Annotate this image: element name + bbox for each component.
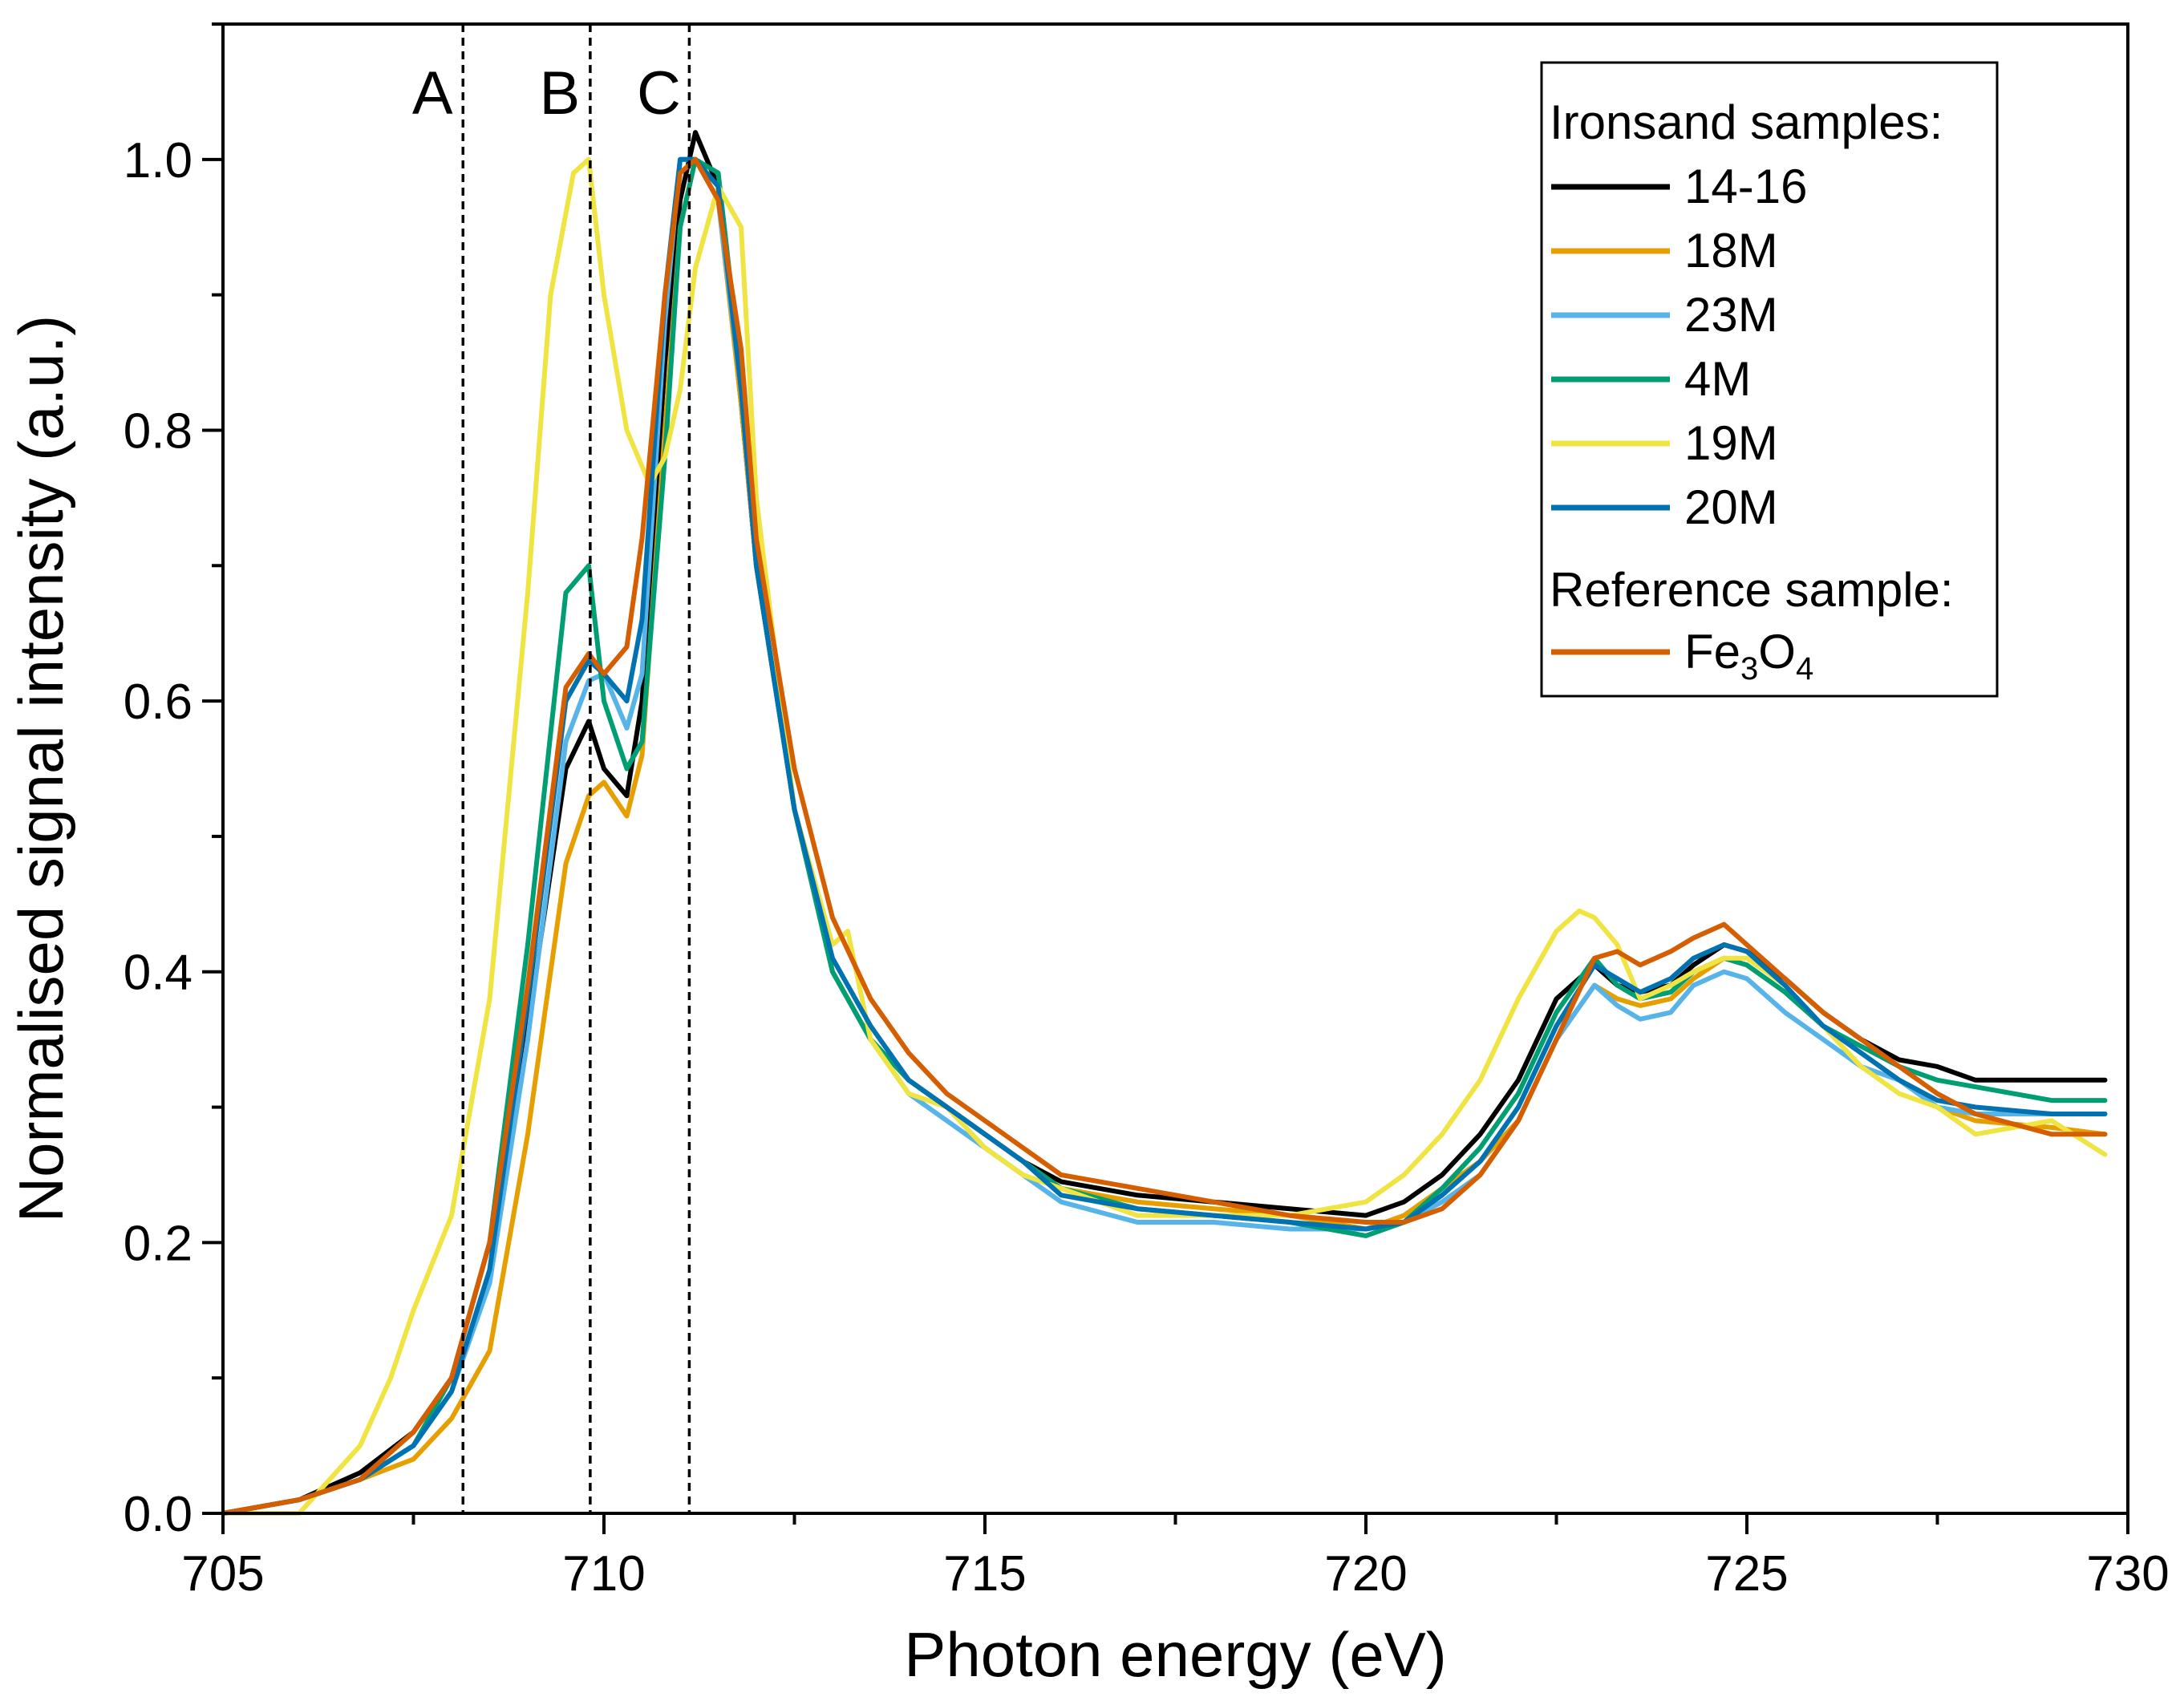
series-line-20m [221,156,2108,1516]
legend-heading-samples: Ironsand samples: [1550,95,1943,149]
x-tick-label: 730 [2086,1546,2169,1602]
x-tick-label: 715 [943,1546,1026,1602]
x-tick-label: 705 [181,1546,264,1602]
legend-label: 14-16 [1684,160,1807,213]
marker-label-a: A [412,59,453,128]
x-tick-label: 725 [1705,1546,1788,1602]
legend-label: 18M [1684,224,1778,277]
legend: Ironsand samples: Reference sample: 14-1… [1540,61,1999,698]
x-tick-label: 720 [1324,1546,1407,1602]
y-tick-label: 0.4 [124,946,192,1001]
legend-label: 4M [1684,352,1751,406]
marker-label-b: B [540,59,581,128]
x-axis-ticks: 705 710 715 720 725 730 [181,1513,2170,1602]
y-tick-label: 0.8 [124,403,192,459]
y-tick-label: 1.0 [124,133,192,188]
y-axis-title: Normalised signal intensity (a.u.) [6,315,76,1222]
y-tick-label: 0.2 [124,1216,192,1271]
marker-label-c: C [637,59,681,128]
legend-heading-reference: Reference sample: [1550,563,1954,617]
x-tick-label: 710 [562,1546,645,1602]
y-axis-ticks: 0.0 0.2 0.4 0.6 0.8 1.0 [124,22,223,1542]
y-tick-label: 0.0 [124,1487,192,1542]
series-line-19m [221,156,2108,1516]
legend-label: 23M [1684,288,1778,342]
legend-label: 19M [1684,416,1778,470]
x-axis-title: Photon energy (eV) [904,1619,1446,1690]
y-tick-label: 0.6 [124,674,192,730]
legend-label: 20M [1684,480,1778,534]
legend-items: 14-16 18M 23M 4M 19M 20M Fe3O4 [1551,160,1813,686]
legend-label: Fe3O4 [1684,625,1813,686]
